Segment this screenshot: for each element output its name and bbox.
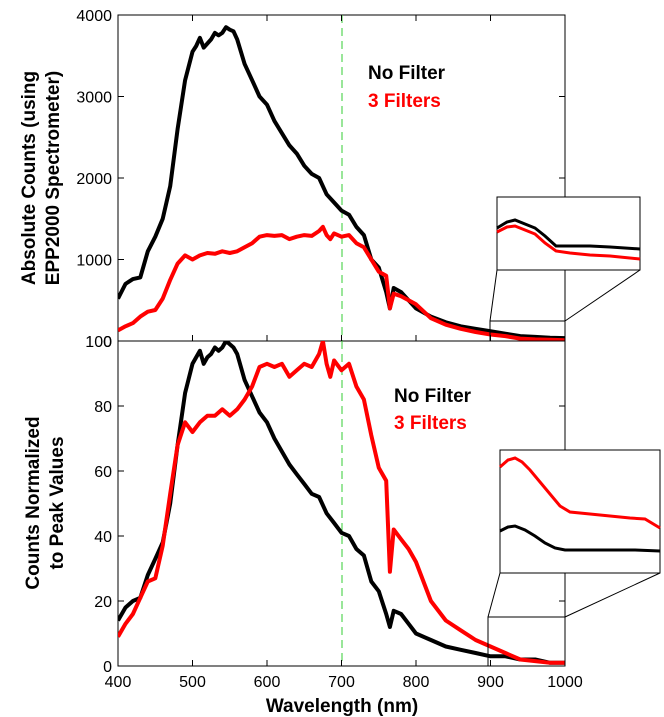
y-tick-label: 40 [94,529,112,546]
series-3-filters-bottom [118,341,565,665]
series-3-filters-top [118,224,565,341]
inset-series-3-filters-bottom [499,456,661,530]
x-tick-label: 700 [328,674,355,691]
inset-connector-top-left [489,269,498,322]
y-tick-label: 4000 [76,8,112,25]
y-tick-label: 100 [85,334,112,351]
y-axis-ticks-bottom: 0 20 40 60 80 100 [85,334,565,676]
y-axis-label-top-line1: Absolute Counts (using [19,71,40,285]
series-no-filter-bottom [118,341,565,665]
legend-no-filter-bottom: No Filter [394,386,472,407]
inset-source-box-bottom [487,616,566,667]
y-axis-label-bottom-line2: to Peak Values [47,436,68,569]
legend-3-filters-top: 3 Filters [368,91,441,112]
x-axis-ticks: 400 500 600 700 800 900 1000 [105,15,583,691]
legend-3-filters-bottom: 3 Filters [394,413,467,434]
x-tick-label: 800 [403,674,430,691]
y-tick-label: 1000 [76,253,112,270]
x-axis-label: Wavelength (nm) [266,696,418,717]
x-tick-label: 600 [254,674,281,691]
panel-normalized-counts: 0 20 40 60 80 100 400 500 600 700 800 900 1000 Coun… [23,15,661,717]
x-tick-label: 900 [477,674,504,691]
y-tick-label: 3000 [76,90,112,107]
inset-series-no-filter-top [496,218,641,251]
inset-connector-bottom-left [487,572,501,618]
inset-connector-top-right [564,269,641,322]
y-tick-label: 0 [103,334,112,351]
x-tick-label: 500 [179,674,206,691]
x-tick-label: 400 [105,674,132,691]
y-axis-label-bottom-line1: Counts Normalized [23,416,44,589]
legend-no-filter-top: No Filter [368,63,446,84]
y-axis-ticks-top: 0 1000 2000 3000 4000 [76,8,565,351]
inset-box-top [496,196,641,271]
y-tick-label: 20 [94,594,112,611]
inset-series-3-filters-top [496,224,641,261]
y-tick-label: 80 [94,399,112,416]
y-tick-label: 60 [94,464,112,481]
y-tick-label: 2000 [76,171,112,188]
y-axis-label-top-line2: EPP2000 Spectrometer) [43,71,64,285]
panel-absolute-counts: 0 1000 2000 3000 4000 Absolute Counts (using… [19,8,641,351]
y-tick-label: 0 [103,659,112,676]
inset-connector-bottom-right [564,572,661,618]
x-tick-label: 1000 [547,674,583,691]
inset-series-no-filter-bottom [499,524,661,553]
